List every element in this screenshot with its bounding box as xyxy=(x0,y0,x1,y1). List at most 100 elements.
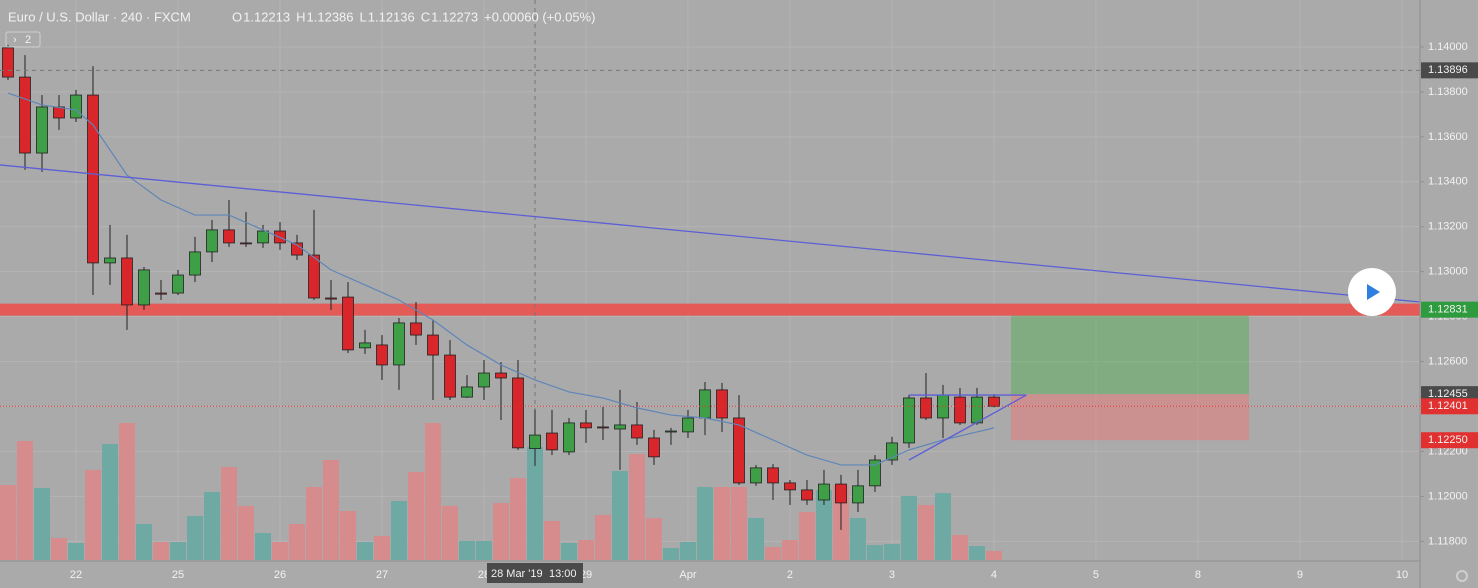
badge[interactable] xyxy=(5,31,41,48)
candle-body xyxy=(682,417,694,433)
x-tick-label: 3 xyxy=(889,569,895,581)
y-tick-label: 1.13400 xyxy=(1428,176,1468,188)
candle-body xyxy=(869,459,881,487)
candle-body xyxy=(920,397,932,419)
volume-bar xyxy=(696,487,713,560)
volume-bar xyxy=(186,516,203,560)
x-tick-label: 5 xyxy=(1093,569,1099,581)
price-tag xyxy=(1421,62,1478,79)
price-tag-label: 1.12401 xyxy=(1428,400,1468,412)
ohlc-value: 1.12213 xyxy=(243,9,290,24)
price-tag xyxy=(1421,386,1478,403)
candle-body xyxy=(427,334,439,356)
volume-bar xyxy=(594,515,611,560)
x-tick-label: 2 xyxy=(787,569,793,581)
candle-body xyxy=(665,430,677,433)
volume-bar xyxy=(900,496,917,560)
volume-bar xyxy=(118,423,135,560)
ohlc-value: 1.12273 xyxy=(431,9,478,24)
candle-body xyxy=(971,396,983,424)
candle-body xyxy=(308,254,320,299)
candle-body xyxy=(461,386,473,398)
volume-bar xyxy=(645,518,662,560)
candle-body xyxy=(886,442,898,461)
x-tick-label: 22 xyxy=(70,569,82,581)
candle-body xyxy=(257,230,269,244)
candle-body xyxy=(631,424,643,439)
candle-body xyxy=(172,274,184,294)
ohlc-key: H xyxy=(296,9,305,24)
ohlc-key: L xyxy=(360,9,367,24)
candle-body xyxy=(393,322,405,366)
profit-zone xyxy=(1010,309,1249,395)
volume-bar xyxy=(169,542,186,560)
volume-bar xyxy=(152,542,169,560)
volume-bar xyxy=(254,533,271,560)
candle-body xyxy=(716,389,728,419)
candle-body xyxy=(580,422,592,429)
symbol: Euro / U.S. Dollar · 240 · FXCM xyxy=(8,9,191,24)
volume-bar xyxy=(509,478,526,560)
volume-bar xyxy=(764,547,781,560)
volume-bar xyxy=(662,548,679,560)
price-tag-label: 1.13896 xyxy=(1428,64,1468,76)
candle-body xyxy=(53,106,65,119)
ohlc-key: O xyxy=(232,9,242,24)
volume-bar xyxy=(271,542,288,560)
candle-body xyxy=(699,389,711,419)
settings[interactable] xyxy=(1456,570,1468,582)
ohlc-key: C xyxy=(421,9,430,24)
x-tick-label: 27 xyxy=(376,569,388,581)
y-tick-label: 1.13800 xyxy=(1428,86,1468,98)
trendline xyxy=(0,164,1421,303)
volume-bar xyxy=(288,524,305,560)
candle-body xyxy=(546,432,558,451)
price-tag-label: 1.12455 xyxy=(1428,388,1468,400)
candle-body xyxy=(121,257,133,306)
volume xyxy=(0,423,1002,560)
volume-bar xyxy=(543,521,560,560)
candle-body xyxy=(206,229,218,253)
price-tag xyxy=(1421,398,1478,415)
volume-bar xyxy=(305,487,322,560)
volume-bar xyxy=(815,490,832,560)
candle-body xyxy=(325,297,337,300)
y-tick-label: 1.12600 xyxy=(1428,355,1468,367)
price-tag-label: 1.12831 xyxy=(1428,304,1468,316)
volume-bar xyxy=(84,470,101,560)
price-tag-label: 1.12250 xyxy=(1428,434,1468,446)
candle-body xyxy=(512,377,524,449)
volume-bar xyxy=(628,454,645,560)
candle-body xyxy=(359,342,371,349)
volume-bar xyxy=(475,541,492,560)
volume-bar xyxy=(237,506,254,560)
crosshair-time: 13:00 xyxy=(549,568,577,580)
y-tick-label: 1.13600 xyxy=(1428,131,1468,143)
volume-bar xyxy=(220,467,237,560)
candle-body xyxy=(495,372,507,379)
price-tag xyxy=(1421,432,1478,449)
volume-bar xyxy=(560,543,577,560)
volume-bar xyxy=(390,501,407,560)
overlays xyxy=(0,0,1420,560)
candle-body xyxy=(36,106,48,154)
volume-bar xyxy=(577,540,594,560)
candle-body xyxy=(478,372,490,388)
candle-body xyxy=(563,422,575,453)
volume-bar xyxy=(424,423,441,560)
candle-body xyxy=(835,483,847,504)
ohlc-value: 1.12136 xyxy=(368,9,415,24)
volume-bar xyxy=(407,472,424,560)
candle-body xyxy=(614,424,626,430)
candle-body xyxy=(648,437,660,458)
candle-body xyxy=(903,397,915,444)
candle-body xyxy=(954,396,966,424)
candle-body xyxy=(988,396,1000,407)
y-tick-label: 1.12000 xyxy=(1428,490,1468,502)
volume-bar xyxy=(713,487,730,560)
volume-bar xyxy=(492,503,509,560)
volume-bar xyxy=(730,487,747,560)
volume-bar xyxy=(747,518,764,560)
volume-bar xyxy=(934,493,951,560)
